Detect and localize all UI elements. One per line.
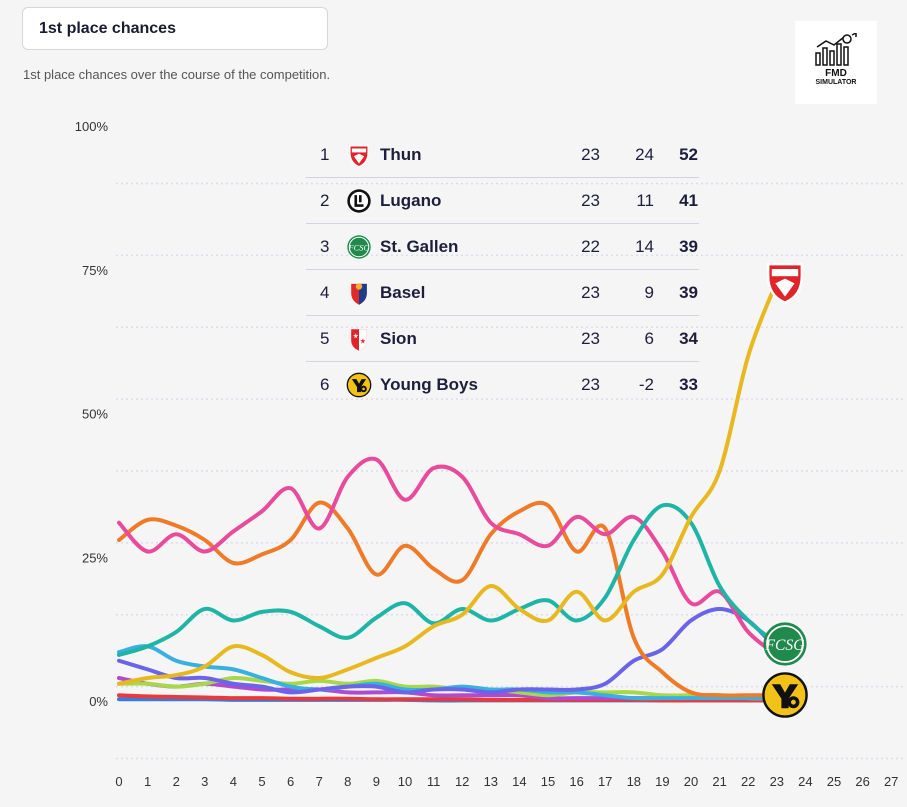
- points-cell: 52: [679, 144, 698, 164]
- x-tick-label: 6: [287, 774, 294, 789]
- goal-diff-cell: 14: [635, 236, 654, 256]
- x-tick-label: 24: [798, 774, 812, 789]
- x-tick-label: 14: [512, 774, 526, 789]
- x-tick-label: 7: [316, 774, 323, 789]
- x-tick-label: 3: [201, 774, 208, 789]
- standings-row: 4 Basel 23 9 39: [306, 270, 699, 316]
- basel-crest-icon: [346, 280, 380, 306]
- x-tick-label: 5: [258, 774, 265, 789]
- y-tick-label: 100%: [75, 119, 109, 134]
- points-cell: 41: [679, 190, 698, 210]
- sion-crest-icon: [346, 326, 380, 352]
- points-cell: 39: [679, 282, 698, 302]
- x-tick-label: 12: [455, 774, 469, 789]
- played-cell: 23: [581, 282, 600, 302]
- played-cell: 23: [581, 328, 600, 348]
- growth-chart-icon: [815, 33, 857, 66]
- series-line-8: [117, 693, 779, 703]
- points-cell: 33: [679, 375, 698, 394]
- x-tick-label: 15: [541, 774, 555, 789]
- series-lines: [117, 279, 779, 703]
- fmd-simulator-logo: FMD SIMULATOR: [795, 21, 877, 104]
- goal-diff-cell: 6: [644, 328, 654, 348]
- team-name: Thun: [380, 144, 422, 164]
- standings-row: 1 Thun 23 24 52: [306, 132, 699, 178]
- y-tick-label: 75%: [82, 263, 108, 278]
- x-tick-label: 23: [770, 774, 784, 789]
- team-name: Young Boys: [380, 375, 478, 394]
- series-line-3: [117, 500, 779, 698]
- series-line-2: [117, 456, 779, 657]
- logo-line2: SIMULATOR: [815, 79, 857, 86]
- x-tick-label: 0: [115, 774, 122, 789]
- standings-row: 3 FCSG St. Gallen 22 14 39: [306, 224, 699, 270]
- played-cell: 23: [581, 190, 600, 210]
- logo-line1: FMD: [825, 68, 847, 79]
- x-tick-label: 19: [655, 774, 669, 789]
- goal-diff-cell: 9: [644, 282, 654, 302]
- y-tick-label: 25%: [82, 550, 108, 565]
- rank-cell: 6: [320, 375, 330, 394]
- x-tick-label: 11: [427, 774, 441, 789]
- team-name: Basel: [380, 282, 426, 302]
- thun-crest-icon: [346, 142, 380, 168]
- young-boys-crest-icon: [761, 671, 809, 724]
- played-cell: 23: [581, 375, 600, 394]
- lugano-crest-icon: [346, 188, 380, 214]
- x-tick-label: 17: [598, 774, 612, 789]
- y-axis-ticks: 0% 25% 50% 75% 100%: [75, 119, 109, 709]
- series-line-4: [117, 607, 779, 695]
- x-tick-label: 27: [884, 774, 898, 789]
- series-line-1: [117, 502, 779, 657]
- x-tick-label: 26: [855, 774, 869, 789]
- x-tick-label: 10: [398, 774, 412, 789]
- rank-cell: 4: [320, 282, 330, 302]
- team-name: Lugano: [380, 190, 442, 210]
- x-tick-label: 20: [684, 774, 698, 789]
- played-cell: 23: [581, 144, 600, 164]
- played-cell: 22: [581, 236, 600, 256]
- x-tick-label: 25: [827, 774, 841, 789]
- team-name: St. Gallen: [380, 236, 459, 256]
- series-line-0: [117, 279, 779, 686]
- thun-crest-icon: [761, 257, 809, 310]
- goal-diff-cell: -2: [638, 375, 654, 394]
- points-cell: 39: [679, 236, 698, 256]
- st-gallen-crest-icon: FCSG: [761, 620, 809, 673]
- x-tick-label: 9: [373, 774, 380, 789]
- standings-row: 2 Lugano 23 11 41: [306, 178, 699, 224]
- goal-diff-cell: 11: [636, 190, 654, 210]
- standings-row: 5 Sion 23 6 34: [306, 316, 699, 362]
- standings-row: 6 Young Boys 23 -2 33: [306, 362, 699, 408]
- team-name: Sion: [380, 328, 417, 348]
- chart-subtitle: 1st place chances over the course of the…: [23, 67, 331, 82]
- x-tick-label: 2: [173, 774, 180, 789]
- x-tick-label: 1: [144, 774, 151, 789]
- x-tick-label: 8: [344, 774, 351, 789]
- svg-text:FCSG: FCSG: [764, 637, 804, 654]
- points-cell: 34: [679, 328, 698, 348]
- y-tick-label: 50%: [82, 407, 108, 422]
- standings-table: 1 Thun 23 24 52 2 Lugano 23 11 41 3 FCSG St. Gallen 2…: [306, 132, 699, 408]
- x-tick-label: 4: [230, 774, 237, 789]
- rank-cell: 2: [320, 190, 330, 210]
- x-tick-label: 22: [741, 774, 755, 789]
- young-boys-crest-icon: [346, 372, 380, 398]
- y-tick-label: 0%: [89, 694, 108, 709]
- x-tick-label: 13: [484, 774, 498, 789]
- rank-cell: 3: [320, 236, 330, 256]
- x-tick-label: 18: [627, 774, 641, 789]
- st-gallen-crest-icon: FCSG: [346, 234, 380, 260]
- x-tick-label: 21: [712, 774, 726, 789]
- rank-cell: 1: [320, 144, 330, 164]
- x-tick-label: 16: [569, 774, 583, 789]
- svg-text:FCSG: FCSG: [347, 242, 369, 252]
- rank-cell: 5: [320, 328, 330, 348]
- goal-diff-cell: 24: [635, 144, 654, 164]
- page-title: 1st place chances: [22, 7, 328, 50]
- x-axis-ticks: 0 1 2 3 4 5 6 7 8 9 10 11 12 13 14 15 16 17 18 19 20 21 22 23 24…: [115, 774, 898, 789]
